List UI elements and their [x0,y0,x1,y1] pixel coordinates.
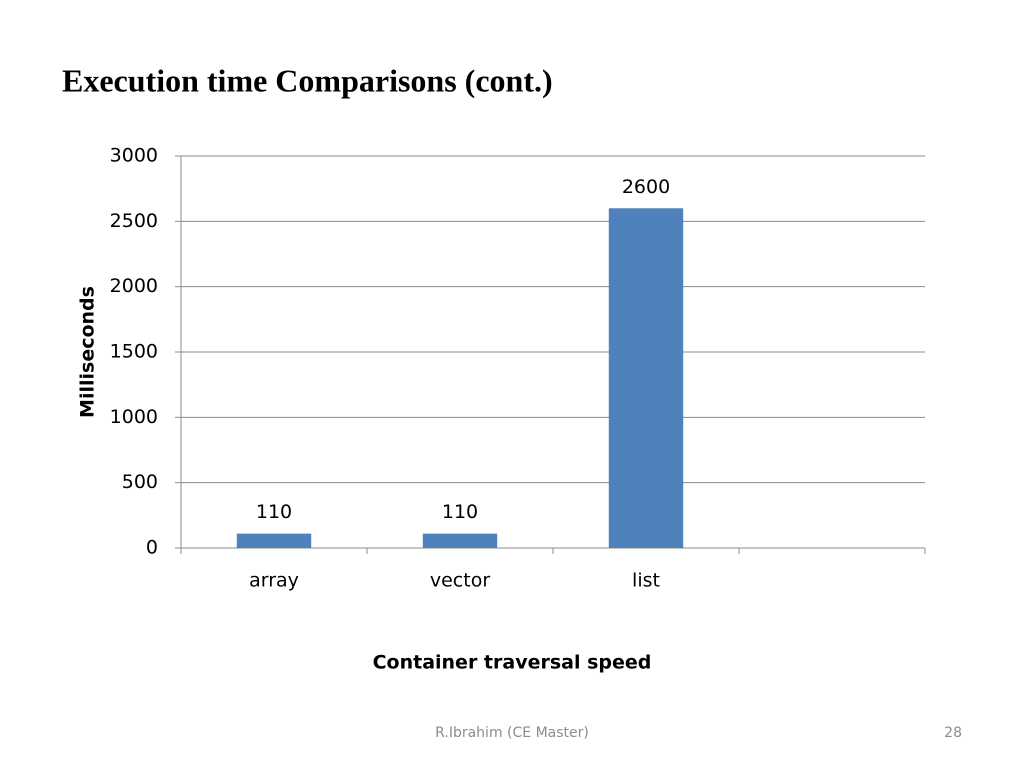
bar [236,533,312,548]
y-tick-label: 2000 [110,275,158,297]
y-tick-label: 500 [122,471,158,493]
x-axis-title: Container traversal speed [373,652,652,674]
y-tick-label: 0 [146,537,158,559]
y-tick-label: 1500 [110,341,158,363]
x-tick-label: vector [430,570,490,592]
x-tick-label: list [632,570,660,592]
y-tick-label: 2500 [110,210,158,232]
data-label: 110 [256,501,292,523]
data-label: 2600 [622,176,670,198]
y-tick-label: 3000 [110,145,158,167]
slide-title: Execution time Comparisons (cont.) [62,62,553,98]
y-axis-title: Milliseconds [77,286,99,418]
y-tick-label: 1000 [110,406,158,428]
bar [608,208,684,548]
data-label: 110 [442,501,478,523]
bar [422,533,498,548]
footer-author: R.Ibrahim (CE Master) [435,725,589,741]
x-tick-label: array [249,570,299,592]
page-number: 28 [944,725,962,741]
